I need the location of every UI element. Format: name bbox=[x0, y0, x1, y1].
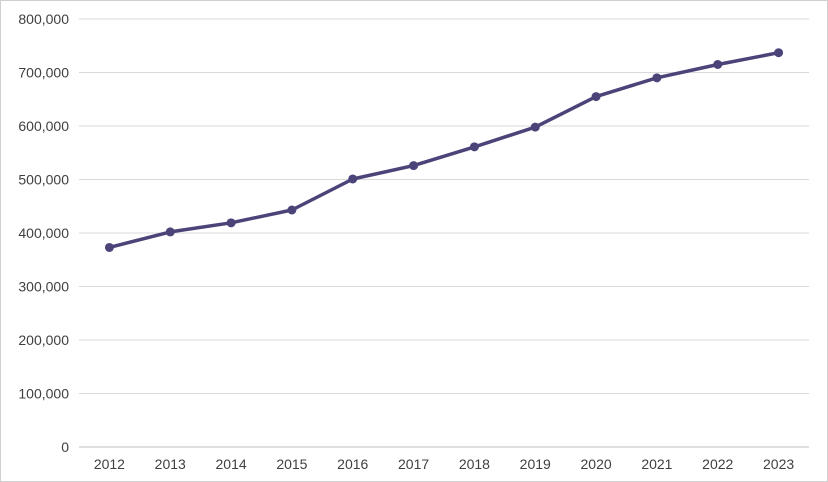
data-point bbox=[104, 242, 114, 252]
y-tick-label: 400,000 bbox=[18, 225, 69, 241]
x-tick-label: 2014 bbox=[216, 456, 247, 472]
x-tick-label: 2023 bbox=[763, 456, 794, 472]
x-tick-label: 2017 bbox=[398, 456, 429, 472]
gridlines bbox=[79, 18, 809, 448]
y-tick-label: 0 bbox=[61, 439, 69, 455]
data-point bbox=[530, 122, 540, 132]
y-tick-label: 700,000 bbox=[18, 65, 69, 81]
y-tick-label: 800,000 bbox=[18, 11, 69, 27]
x-tick-label: 2012 bbox=[94, 456, 125, 472]
x-tick-label: 2021 bbox=[641, 456, 672, 472]
data-point bbox=[591, 92, 601, 102]
x-tick-label: 2022 bbox=[702, 456, 733, 472]
x-axis-tick-labels: 2012 2013 2014 2015 2016 2017 2018 2019 2020 2021… bbox=[94, 456, 795, 472]
data-point bbox=[226, 218, 236, 228]
data-point bbox=[652, 73, 662, 83]
data-point bbox=[774, 48, 784, 58]
series-line bbox=[107, 50, 781, 250]
y-axis-tick-labels: 0 100,000 200,000 300,000 400,000 500,000 600,… bbox=[18, 11, 69, 455]
y-tick-label: 300,000 bbox=[18, 279, 69, 295]
x-tick-label: 2020 bbox=[581, 456, 612, 472]
y-tick-label: 200,000 bbox=[18, 332, 69, 348]
x-tick-label: 2019 bbox=[520, 456, 551, 472]
y-tick-label: 600,000 bbox=[18, 118, 69, 134]
data-point bbox=[469, 142, 479, 152]
data-point bbox=[409, 161, 419, 171]
series-layer bbox=[104, 48, 784, 252]
y-tick-label: 100,000 bbox=[18, 386, 69, 402]
y-tick-label: 500,000 bbox=[18, 172, 69, 188]
x-tick-label: 2018 bbox=[459, 456, 490, 472]
x-tick-label: 2016 bbox=[337, 456, 368, 472]
x-tick-label: 2015 bbox=[276, 456, 307, 472]
data-point bbox=[713, 59, 723, 69]
data-point bbox=[165, 227, 175, 237]
data-point bbox=[287, 205, 297, 215]
data-point bbox=[348, 174, 358, 184]
x-tick-label: 2013 bbox=[155, 456, 186, 472]
